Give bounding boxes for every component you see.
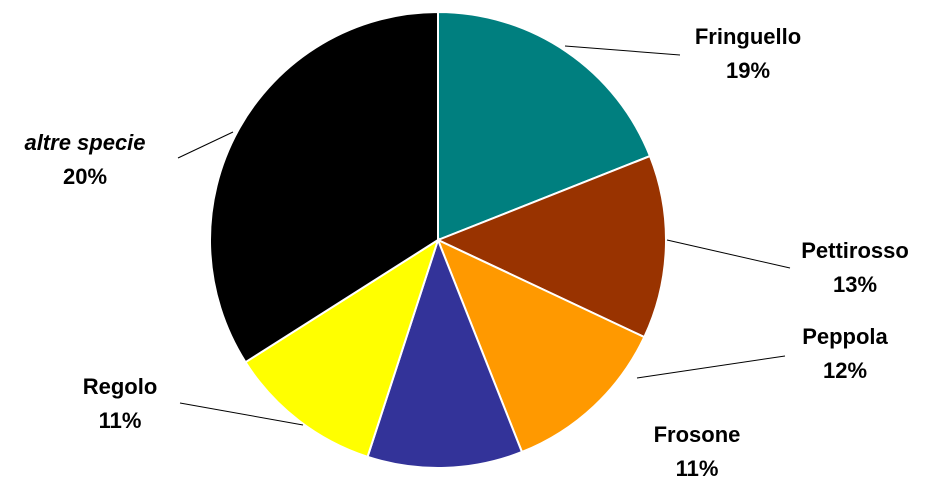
pie-slice-peppola xyxy=(436,238,646,454)
slice-name: Fringuello xyxy=(695,24,801,49)
slice-label-altre-specie: altre specie 20% xyxy=(24,130,145,189)
slice-labels: Fringuello 19% Pettirosso 13% Peppola 12% Fros… xyxy=(24,24,908,477)
slice-name: Peppola xyxy=(802,324,888,349)
slice-label-pettirosso: Pettirosso 13% xyxy=(801,238,909,297)
pie-slice-fringuello xyxy=(437,10,652,242)
leader-line-peppola xyxy=(636,355,786,379)
leader-lines xyxy=(177,45,791,426)
pie-slice-altre-specie xyxy=(209,10,439,364)
pie-slices xyxy=(209,10,667,469)
pie-slice-regolo xyxy=(244,237,440,459)
slice-percent: 20% xyxy=(63,164,107,189)
slice-label-peppola: Peppola 12% xyxy=(802,324,888,383)
slice-label-fringuello: Fringuello 19% xyxy=(695,24,801,83)
slice-name: Regolo xyxy=(83,374,158,399)
leader-line-regolo xyxy=(179,402,304,426)
pie-slice-pettirosso xyxy=(435,154,667,339)
slice-name: Frosone xyxy=(654,422,741,447)
slice-name: Pettirosso xyxy=(801,238,909,263)
leader-line-fringuello xyxy=(564,45,681,56)
slice-label-frosone: Frosone 11% xyxy=(654,422,741,477)
slice-label-regolo: Regolo 11% xyxy=(83,374,158,433)
slice-name: altre specie xyxy=(24,130,145,155)
pie-slice-frosone xyxy=(366,237,524,469)
slice-percent: 12% xyxy=(823,358,867,383)
slice-percent: 13% xyxy=(833,272,877,297)
slice-percent: 11% xyxy=(676,456,719,477)
slice-percent: 19% xyxy=(726,58,770,83)
leader-line-altre-specie xyxy=(177,131,234,159)
leader-line-pettirosso xyxy=(666,239,791,269)
slice-percent: 11% xyxy=(99,408,142,433)
